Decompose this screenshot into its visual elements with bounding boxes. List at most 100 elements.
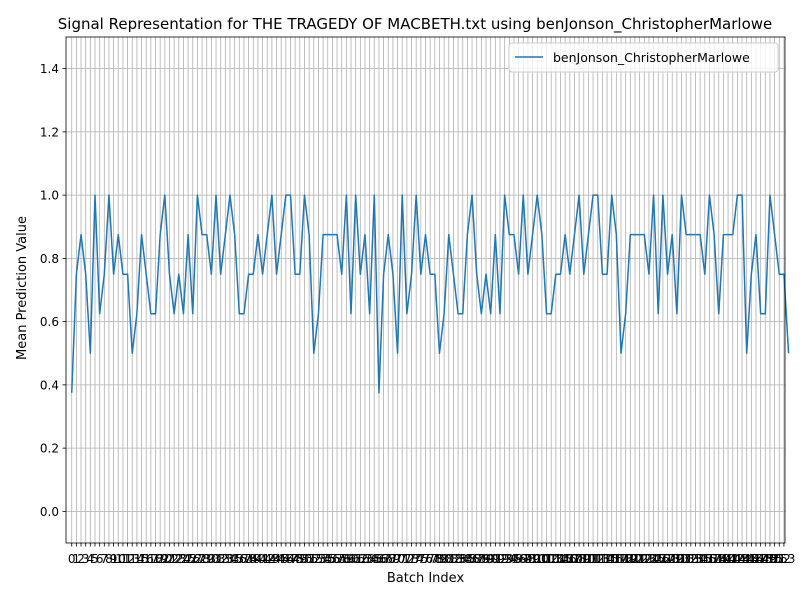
x-tick-label: 37 (236, 552, 251, 566)
x-tick-label: 126 (647, 552, 670, 566)
x-tick-label: 151 (763, 552, 786, 566)
y-tick-label: 0.4 (40, 378, 59, 392)
x-tick-label: 122 (628, 552, 651, 566)
x-tick-label: 105 (549, 552, 572, 566)
grid-layer (66, 37, 785, 543)
x-tick-label: 51 (301, 552, 316, 566)
x-tick-label: 2 (77, 552, 85, 566)
x-tick-label: 108 (563, 552, 586, 566)
x-tick-label: 10 (111, 552, 126, 566)
x-tick-label: 147 (745, 552, 768, 566)
x-tick-label: 3 (82, 552, 90, 566)
x-tick-label: 121 (624, 552, 647, 566)
x-tick-label: 138 (703, 552, 726, 566)
x-tick-label: 88 (474, 552, 489, 566)
x-tick-label: 65 (367, 552, 382, 566)
x-tick-label: 97 (516, 552, 531, 566)
y-tick-label: 0.8 (40, 252, 59, 266)
x-tick-label: 56 (325, 552, 340, 566)
x-tick-label: 19 (153, 552, 168, 566)
x-tick-label: 15 (134, 552, 149, 566)
x-tick-label: 136 (693, 552, 716, 566)
x-axis-label: Batch Index (387, 571, 465, 586)
x-tick-label: 57 (329, 552, 344, 566)
x-tick-label: 83 (450, 552, 465, 566)
x-tick-label: 48 (288, 552, 303, 566)
legend-box (508, 42, 779, 73)
x-tick-label: 67 (376, 552, 391, 566)
x-tick-label: 20 (157, 552, 172, 566)
x-tick-label: 132 (675, 552, 698, 566)
x-tick-label: 23 (171, 552, 186, 566)
x-tick-label: 74 (409, 552, 424, 566)
x-tick-label: 26 (185, 552, 200, 566)
x-tick-label: 81 (441, 552, 456, 566)
x-tick-label: 70 (390, 552, 405, 566)
x-tick-label: 69 (385, 552, 400, 566)
x-tick-label: 144 (731, 552, 754, 566)
legend: benJonson_ChristopherMarlowe (508, 42, 779, 73)
x-tick-label: 101 (530, 552, 553, 566)
x-tick-label: 79 (432, 552, 447, 566)
x-tick-label: 80 (436, 552, 451, 566)
x-tick-label: 68 (381, 552, 396, 566)
x-tick-label: 145 (735, 552, 758, 566)
x-tick-label: 86 (464, 552, 479, 566)
x-tick-label: 46 (278, 552, 293, 566)
x-tick-label: 38 (241, 552, 256, 566)
series-line-benjonson-christophermarlowe (70, 194, 790, 394)
x-tick-label: 0 (68, 552, 76, 566)
x-tick-label: 99 (525, 552, 540, 566)
x-tick-label: 12 (120, 552, 135, 566)
x-tick-label: 5 (91, 552, 99, 566)
x-tick-label: 141 (717, 552, 740, 566)
x-tick-label: 21 (162, 552, 177, 566)
x-tick-label: 9 (110, 552, 118, 566)
x-tick-label: 36 (232, 552, 247, 566)
chart-title: Signal Representation for THE TRAGEDY OF… (58, 15, 773, 34)
x-tick-label: 94 (502, 552, 517, 566)
x-tick-label: 143 (726, 552, 749, 566)
x-tick-label: 25 (180, 552, 195, 566)
y-axis-label: Mean Prediction Value (15, 216, 30, 360)
x-tick-label: 150 (759, 552, 782, 566)
x-tick-label: 112 (582, 552, 605, 566)
x-tick-label: 53 (311, 552, 326, 566)
x-tick-label: 130 (665, 552, 688, 566)
y-axis-ticks: 0.0 0.2 0.4 0.6 0.8 1.0 1.2 1.4 (40, 62, 66, 519)
x-tick-label: 11 (115, 552, 130, 566)
x-tick-label: 96 (511, 552, 526, 566)
y-tick-label: 1.4 (40, 62, 59, 76)
x-tick-label: 95 (506, 552, 521, 566)
legend-label: benJonson_ChristopherMarlowe (553, 50, 750, 65)
x-tick-label: 87 (469, 552, 484, 566)
x-tick-label: 140 (712, 552, 735, 566)
x-tick-label: 42 (260, 552, 275, 566)
y-tick-label: 0.6 (40, 315, 59, 329)
x-tick-label: 55 (320, 552, 335, 566)
x-tick-label: 1 (73, 552, 81, 566)
x-tick-label: 149 (754, 552, 777, 566)
x-tick-label: 89 (478, 552, 493, 566)
x-tick-label: 135 (689, 552, 712, 566)
x-tick-label: 35 (227, 552, 242, 566)
x-tick-label: 77 (423, 552, 438, 566)
x-tick-label: 128 (656, 552, 679, 566)
x-tick-label: 129 (661, 552, 684, 566)
x-tick-label: 137 (698, 552, 721, 566)
x-tick-label: 27 (190, 552, 205, 566)
x-tick-label: 82 (446, 552, 461, 566)
x-tick-label: 98 (520, 552, 535, 566)
x-tick-label: 123 (633, 552, 656, 566)
x-tick-label: 33 (218, 552, 233, 566)
x-tick-label: 75 (413, 552, 428, 566)
series-layer (70, 194, 790, 394)
x-tick-label: 109 (568, 552, 591, 566)
x-tick-label: 8 (105, 552, 113, 566)
x-tick-label: 30 (204, 552, 219, 566)
x-tick-label: 133 (679, 552, 702, 566)
x-tick-label: 84 (455, 552, 470, 566)
x-tick-label: 60 (343, 552, 358, 566)
